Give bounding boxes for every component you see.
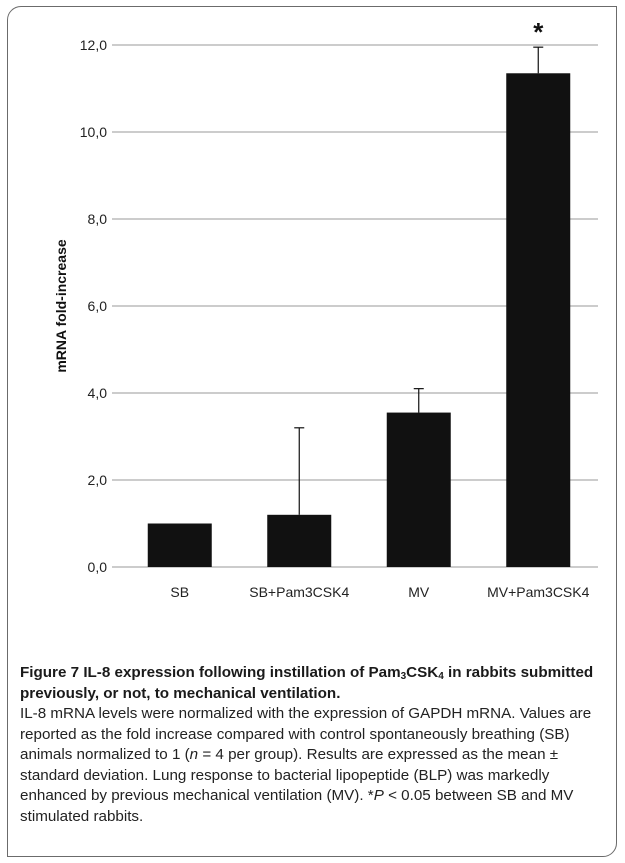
figure-caption: Figure 7 IL-8 expression following insti…	[20, 663, 616, 827]
caption-body: IL-8 mRNA levels were normalized with th…	[20, 704, 616, 827]
y-tick-labels: 0,0 2,0 4,0 6,0 8,0 10,0 12,0	[80, 37, 107, 575]
y-tick-label: 0,0	[88, 559, 108, 575]
caption-title-prefix: IL-8 expression following instillation o…	[83, 664, 401, 681]
bars	[147, 73, 571, 568]
y-tick-label: 8,0	[88, 211, 108, 227]
x-tick-label: SB+Pam3CSK4	[249, 584, 349, 600]
y-tick-label: 4,0	[88, 385, 108, 401]
caption-title: Figure 7 IL-8 expression following insti…	[20, 664, 594, 702]
bar-chart: 0,0 2,0 4,0 6,0 8,0 10,0 12,0 SB SB+Pam3CSK4 MV M…	[53, 17, 598, 600]
y-tick-label: 12,0	[80, 37, 107, 53]
caption-body-part1: IL-8 mRNA levels were normalized with th…	[20, 705, 592, 763]
significance-markers: *	[533, 17, 544, 47]
y-axis-label: mRNA fold-increase	[53, 239, 69, 373]
caption-body-n: n	[189, 746, 199, 763]
x-tick-label: MV+Pam3CSK4	[487, 584, 590, 600]
y-tick-label: 6,0	[88, 298, 108, 314]
caption-title-sub2: 4	[438, 671, 444, 682]
significance-marker: *	[533, 17, 544, 47]
error-bars	[294, 46, 544, 515]
caption-body-part3: < 0.05 between SB and MV stimulated rabb…	[20, 787, 574, 825]
x-tick-labels: SB SB+Pam3CSK4 MV MV+Pam3CSK4	[170, 584, 589, 600]
x-tick-label: SB	[170, 584, 189, 600]
caption-body-p: P	[373, 787, 384, 804]
y-tick-label: 10,0	[80, 124, 107, 140]
y-tick-label: 2,0	[88, 472, 108, 488]
caption-title-suffix: in rabbits submitted previously, or not,…	[20, 664, 594, 702]
bar	[267, 514, 332, 567]
caption-title-sub1: 3	[400, 671, 407, 682]
bar	[506, 73, 571, 568]
caption-title-mid: CSK	[406, 664, 439, 681]
caption-body-part2: = 4 per group). Results are expressed as…	[20, 746, 559, 804]
x-tick-label: MV	[408, 584, 430, 600]
figure-label: Figure 7	[20, 664, 80, 681]
figure-frame	[7, 6, 617, 857]
bar	[386, 412, 451, 567]
bar	[147, 523, 212, 567]
